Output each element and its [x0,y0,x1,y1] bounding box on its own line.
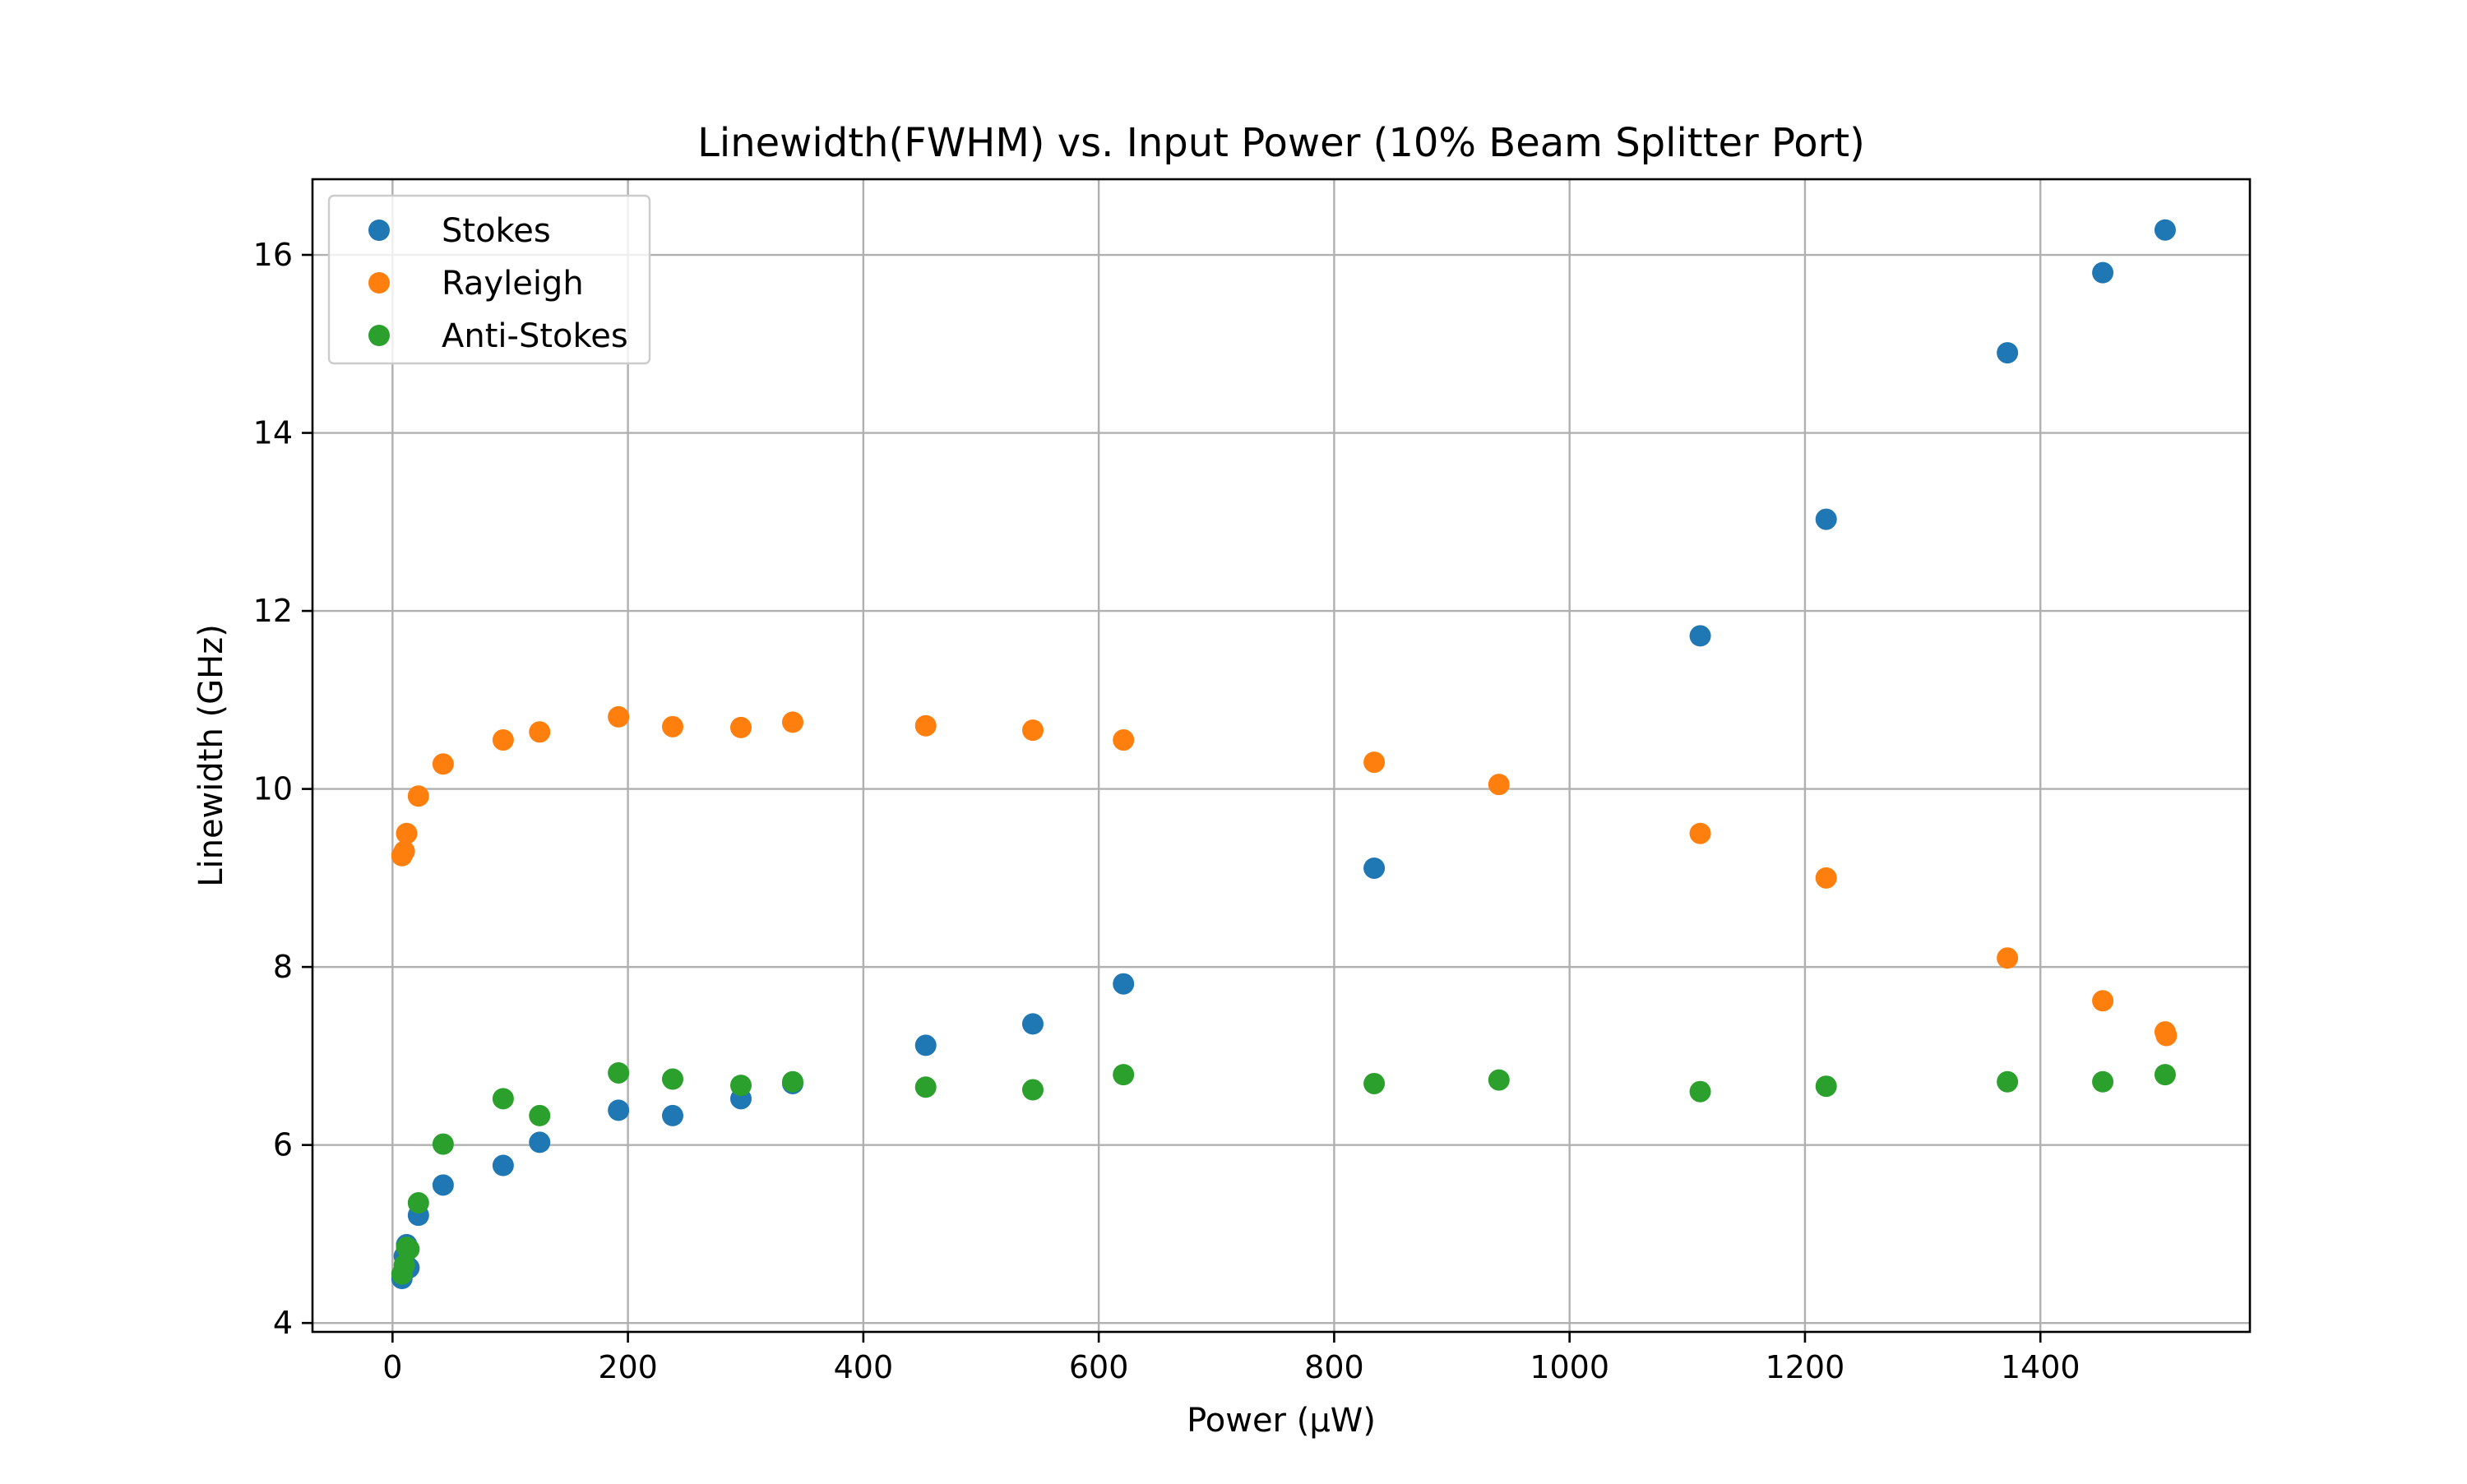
data-point [1021,1079,1044,1101]
series-rayleigh [391,705,2178,1047]
data-point [1997,342,2019,364]
data-point [730,716,752,738]
data-point [1021,1013,1044,1035]
x-tick-label: 400 [834,1349,894,1385]
legend-label: Anti-Stokes [442,317,628,355]
data-point [393,840,415,862]
data-point [432,1174,454,1196]
data-point [393,1254,415,1276]
y-tick-label: 4 [273,1305,293,1341]
data-point [529,1131,551,1153]
data-point [1363,1072,1386,1094]
data-point [1113,1064,1135,1086]
data-point [1113,729,1135,751]
x-tick-label: 0 [382,1349,402,1385]
data-point [2092,1070,2114,1093]
data-point [608,1099,630,1121]
x-tick-label: 600 [1069,1349,1129,1385]
series-anti-stokes [391,1061,2176,1285]
data-point [1488,774,1510,796]
y-tick-label: 16 [253,237,293,273]
data-point [1488,1069,1510,1091]
y-tick-label: 14 [253,415,293,451]
data-point [492,729,514,751]
data-point [1363,857,1386,879]
data-point [2092,990,2114,1012]
data-point [1021,719,1044,742]
data-point [398,1238,420,1260]
x-tick-label: 200 [598,1349,658,1385]
x-tick-label: 1400 [2001,1349,2081,1385]
data-point [1689,625,1711,647]
y-axis-label: Linewidth (GHz) [192,624,230,887]
legend: Stokes Rayleigh Anti-Stokes [327,194,651,365]
plot-frame [311,178,2252,1334]
data-point [608,1061,630,1084]
data-point [1113,973,1135,995]
data-point [661,1068,683,1090]
legend-box [327,194,651,365]
legend-label: Stokes [442,212,551,250]
grid-lines [312,179,2250,1332]
data-point [407,785,429,807]
data-point [914,1076,937,1098]
x-tick-label: 1000 [1530,1349,1609,1385]
y-tick-label: 10 [253,771,293,807]
x-tick-label: 800 [1304,1349,1364,1385]
y-tick-label: 12 [253,593,293,629]
data-point [1815,1075,1837,1098]
data-point [432,1133,454,1155]
data-point [529,721,551,743]
data-point [1997,1070,2019,1093]
x-axis-label: Power (µW) [1187,1402,1376,1440]
data-point [1689,1080,1711,1103]
legend-label: Rayleigh [442,265,584,303]
data-point [2154,219,2176,241]
data-point [914,1034,937,1056]
data-point [661,715,683,737]
data-point [1997,947,2019,969]
legend-marker [368,220,390,241]
data-point [661,1104,683,1126]
data-point [396,822,418,844]
data-point [1815,508,1837,530]
data-point [2092,261,2114,284]
data-point [730,1075,752,1097]
data-point [529,1104,551,1126]
axis-ticks: 0 200 400 600 800 1000 1200 1400 4 6 8 10 12 14 16 [253,237,2081,1385]
chart-title: Linewidth(FWHM) vs. Input Power (10% Bea… [697,120,1865,166]
data-point [407,1192,429,1214]
data-point [492,1154,514,1177]
data-point [781,1070,803,1093]
data-point [1815,867,1837,889]
data-point [914,714,937,737]
data-point [2154,1064,2176,1086]
legend-marker [368,272,390,294]
data-points [391,219,2178,1290]
data-point [781,711,803,733]
data-point [432,753,454,775]
data-point [1689,822,1711,844]
data-point [1363,751,1386,774]
x-tick-label: 1200 [1766,1349,1845,1385]
data-point [2155,1024,2178,1047]
y-tick-label: 6 [273,1127,293,1163]
y-tick-label: 8 [273,949,293,985]
legend-marker [368,325,390,346]
data-point [608,705,630,728]
data-point [492,1088,514,1110]
